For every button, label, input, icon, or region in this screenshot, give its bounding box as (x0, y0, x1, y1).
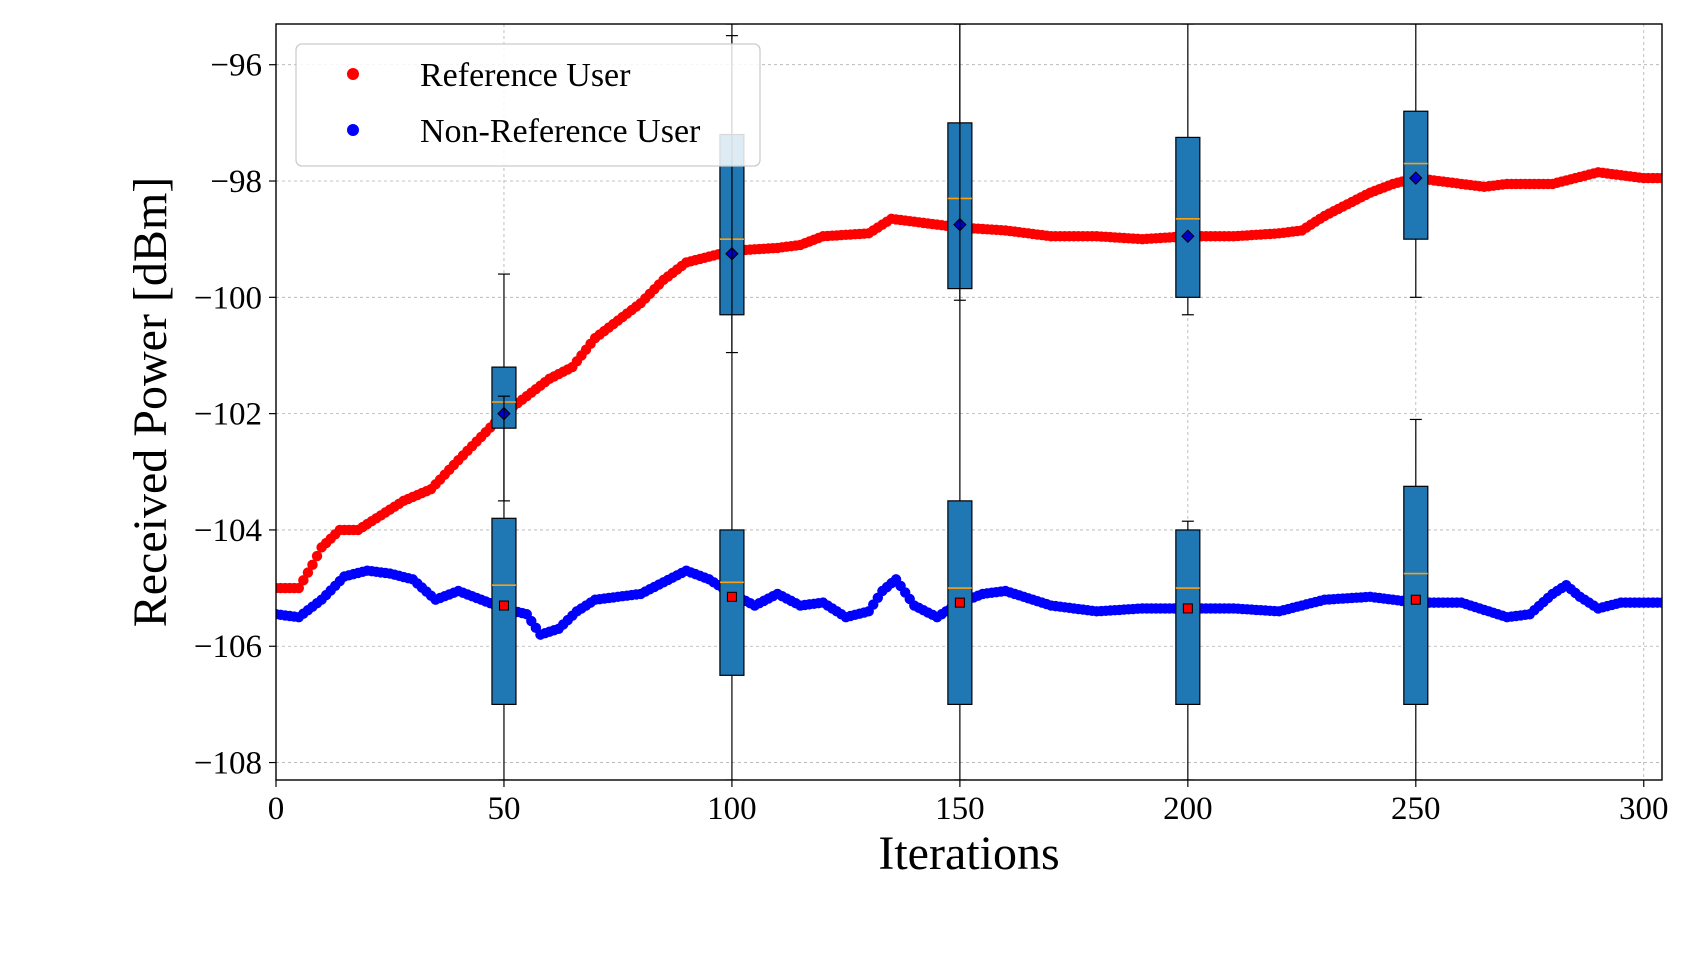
x-tick-label: 150 (935, 791, 985, 827)
boxplot-layer (491, 24, 1429, 780)
mean-marker (1409, 171, 1423, 185)
data-point (302, 567, 314, 578)
boxplot-group (491, 24, 1429, 780)
legend-label-non-reference-user: Non-Reference User (420, 113, 701, 150)
x-tick-label: 0 (268, 791, 285, 827)
x-tick-label: 50 (487, 791, 520, 827)
x-tick-label: 100 (707, 791, 757, 827)
y-tick-label: −104 (194, 513, 262, 549)
y-axis-label: Received Power [dBm] (124, 177, 177, 628)
mean-marker (954, 597, 965, 608)
x-tick-label: 300 (1619, 791, 1669, 827)
data-point (293, 582, 304, 594)
y-tick-label: −100 (194, 280, 262, 316)
data-point (311, 550, 323, 562)
y-tick-label: −102 (194, 397, 262, 433)
legend: Reference User Non-Reference User (295, 43, 761, 167)
axis-ticks: 0 50 100 150 200 250 300 −108 −106 −104 −102 −100 −9… (194, 48, 1669, 827)
y-tick-label: −106 (194, 629, 262, 665)
legend-marker-non-reference-user (347, 124, 359, 136)
y-tick-label: −108 (194, 746, 262, 782)
legend-marker-reference-user (347, 68, 359, 80)
data-point (1656, 172, 1662, 184)
box-body (1175, 529, 1201, 706)
mean-marker (498, 600, 509, 611)
mean-marker (1410, 594, 1421, 605)
x-tick-label: 200 (1163, 791, 1213, 827)
y-tick-label: −96 (210, 48, 262, 84)
series-reference-user (276, 167, 1662, 594)
data-point (298, 575, 309, 586)
plot-frame (275, 23, 1663, 781)
x-axis-label: Iterations (878, 827, 1059, 880)
series-non-reference-user (276, 565, 1662, 640)
legend-label-reference-user: Reference User (420, 57, 631, 94)
mean-marker (1181, 229, 1195, 243)
box-body (1175, 136, 1201, 298)
box-body (719, 529, 745, 676)
y-tick-label: −98 (210, 164, 262, 200)
box-body (491, 517, 517, 705)
data-point (307, 559, 318, 571)
data-point (1656, 597, 1662, 608)
mean-marker (1182, 603, 1193, 614)
mean-marker (726, 591, 737, 602)
series-layer (276, 167, 1662, 640)
legend-box (295, 43, 761, 167)
x-tick-label: 250 (1391, 791, 1441, 827)
